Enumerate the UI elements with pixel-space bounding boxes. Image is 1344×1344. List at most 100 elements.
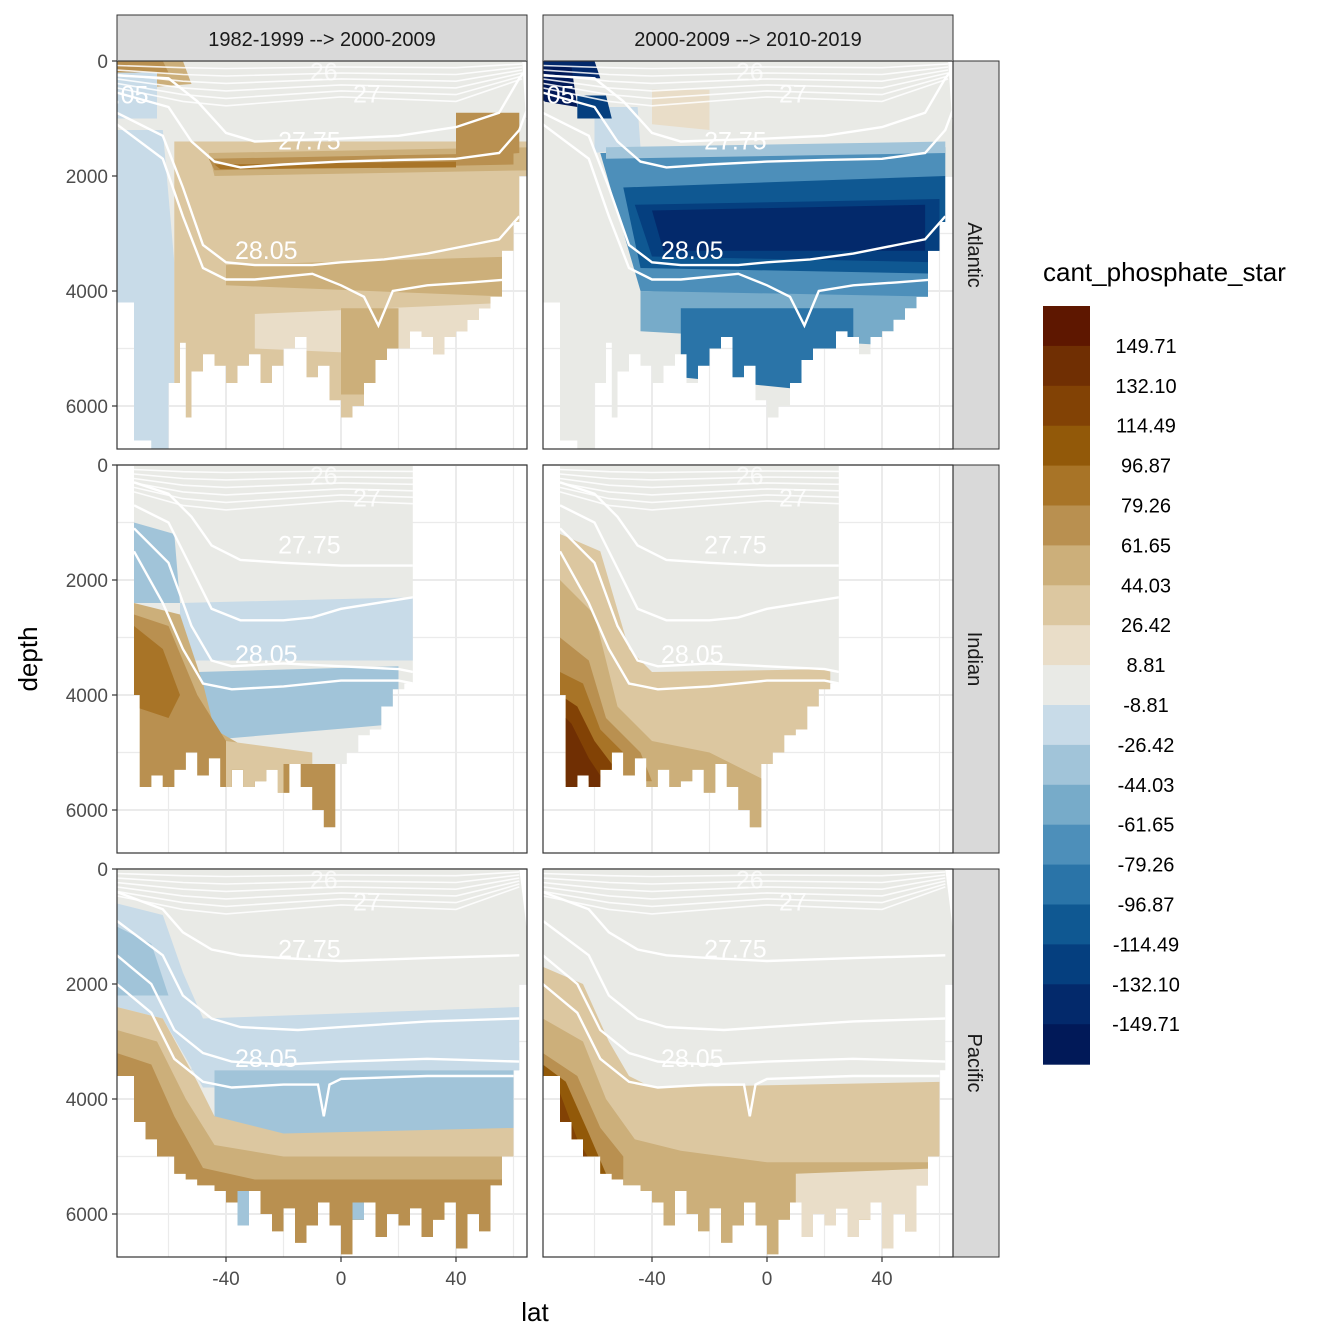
isopycnal-line bbox=[543, 983, 946, 1117]
y-tick-label: 4000 bbox=[66, 686, 108, 707]
isopycnal-line bbox=[543, 66, 953, 143]
contour-label: 26 bbox=[736, 59, 764, 87]
legend-label: -114.49 bbox=[1113, 934, 1179, 956]
contour-label: 26 bbox=[310, 867, 338, 895]
contour-band bbox=[134, 626, 180, 718]
y-tick-label: 2000 bbox=[66, 571, 108, 592]
isopycnal-line bbox=[559, 527, 839, 674]
contour-label: 26 bbox=[310, 59, 338, 87]
legend-labels: 149.71 132.10 114.49 96.87 79.26 61.65 44.03 26… bbox=[1112, 336, 1180, 1036]
panel-atlantic-period-2: 27.75 28.05 27 26 .05 bbox=[540, 59, 954, 450]
legend-label: 79.26 bbox=[1121, 496, 1171, 518]
legend-swatch bbox=[1043, 904, 1090, 945]
panel-indian-period-2: 27.75 28.05 27 26 bbox=[542, 464, 954, 854]
x-tick-label: -40 bbox=[212, 1269, 239, 1290]
isopycnal-line bbox=[117, 886, 520, 915]
contour-label: 27.75 bbox=[704, 532, 767, 560]
x-tick-label: -40 bbox=[638, 1269, 665, 1290]
y-tick-label: 6000 bbox=[66, 801, 108, 822]
isopycnal-line bbox=[133, 470, 413, 481]
legend-swatch bbox=[1043, 705, 1090, 746]
contour-label: 27.75 bbox=[704, 128, 767, 156]
legend-swatch bbox=[1043, 665, 1090, 706]
legend-label: -149.71 bbox=[1112, 1014, 1180, 1036]
legend-swatch bbox=[1043, 585, 1090, 626]
panel-border bbox=[116, 60, 528, 450]
legend-label: 149.71 bbox=[1115, 336, 1176, 358]
legend-swatch bbox=[1043, 1024, 1090, 1065]
row-strip-atlantic: Atlantic bbox=[952, 60, 1000, 450]
contour-label: 27 bbox=[779, 80, 807, 108]
column-strip-1: 1982-1999 --> 2000-2009 bbox=[116, 14, 528, 62]
contour-band bbox=[226, 256, 514, 297]
row-strip-pacific: Pacific bbox=[952, 868, 1000, 1258]
isopycnal-line bbox=[117, 72, 523, 92]
contour-label: 28.05 bbox=[235, 1045, 298, 1073]
isopycnal-line bbox=[543, 890, 946, 963]
panel-pacific-period-1: 27.75 28.05 27 26 bbox=[116, 867, 528, 1258]
contour-band bbox=[117, 72, 157, 119]
contour-label: .05 bbox=[114, 82, 149, 110]
legend-label: -61.65 bbox=[1118, 815, 1175, 837]
legend-swatch bbox=[1043, 944, 1090, 985]
isopycnal-line bbox=[117, 123, 521, 329]
isopycnal-line bbox=[559, 467, 839, 474]
x-tick-label: 40 bbox=[871, 1269, 892, 1290]
isopycnal-line bbox=[117, 919, 520, 1032]
contour-label: 27 bbox=[353, 80, 381, 108]
column-strip-2: 2000-2009 --> 2010-2019 bbox=[542, 14, 954, 62]
contour-label: 28.05 bbox=[661, 641, 724, 669]
contour-label: 26 bbox=[310, 463, 338, 491]
contour-band bbox=[214, 161, 456, 170]
legend-label: 8.81 bbox=[1127, 655, 1166, 677]
contour-label: 27 bbox=[779, 888, 807, 916]
contour-band bbox=[652, 89, 710, 130]
isopycnal-line bbox=[117, 78, 523, 107]
x-axis-title: lat bbox=[521, 1297, 549, 1327]
isopycnal-line bbox=[133, 467, 413, 474]
contour-label: 27 bbox=[353, 484, 381, 512]
isopycnal-line bbox=[117, 871, 520, 878]
isopycnal-line bbox=[117, 63, 523, 70]
isopycnal-line bbox=[559, 504, 839, 622]
row-strip-atlantic-label: Atlantic bbox=[963, 222, 985, 288]
column-strip-2-label: 2000-2009 --> 2010-2019 bbox=[634, 29, 861, 51]
legend-label: -8.81 bbox=[1123, 695, 1169, 717]
y-tick-label: 2000 bbox=[66, 975, 108, 996]
legend-swatch bbox=[1043, 744, 1090, 786]
legend: cant_phosphate_star 149.71 132.10 114.49 96… bbox=[1043, 257, 1286, 1065]
isopycnal-line bbox=[117, 890, 520, 963]
isopycnal-line bbox=[559, 482, 839, 511]
contour-label: .05 bbox=[540, 82, 575, 110]
panel-atlantic-period-1: 27.75 28.05 27 26 .05 bbox=[114, 59, 528, 450]
isopycnal-line bbox=[543, 75, 949, 100]
contour-band bbox=[117, 903, 520, 1088]
isopycnal-line bbox=[133, 482, 413, 511]
y-tick-label: 0 bbox=[97, 860, 108, 881]
legend-swatch bbox=[1043, 345, 1090, 387]
contour-label: 28.05 bbox=[661, 1045, 724, 1073]
isopycnal-line bbox=[117, 111, 521, 267]
legend-label: -96.87 bbox=[1118, 895, 1175, 917]
y-axis-title: depth bbox=[13, 626, 43, 691]
isopycnal-line bbox=[559, 479, 839, 504]
isopycnal-line bbox=[543, 874, 946, 885]
isopycnal-line bbox=[132, 550, 413, 691]
legend-label: 61.65 bbox=[1121, 535, 1171, 557]
y-tick-label: 0 bbox=[97, 456, 108, 477]
isopycnal-line bbox=[117, 880, 520, 900]
y-tick-label: 0 bbox=[97, 52, 108, 73]
contour-band bbox=[456, 112, 520, 159]
x-axis: -40 0 40 -40 0 40 bbox=[212, 1257, 893, 1290]
contour-label: 27.75 bbox=[278, 532, 341, 560]
y-tick-label: 2000 bbox=[66, 167, 108, 188]
legend-label: -79.26 bbox=[1118, 855, 1175, 877]
contour-label: 28.05 bbox=[235, 641, 298, 669]
legend-swatch bbox=[1043, 425, 1090, 467]
panel-indian-period-1: 27.75 28.05 27 26 bbox=[116, 463, 528, 854]
isopycnal-line bbox=[543, 883, 946, 908]
panel-border bbox=[116, 868, 528, 1258]
legend-label: -44.03 bbox=[1118, 775, 1175, 797]
row-strip-pacific-label: Pacific bbox=[963, 1034, 985, 1093]
